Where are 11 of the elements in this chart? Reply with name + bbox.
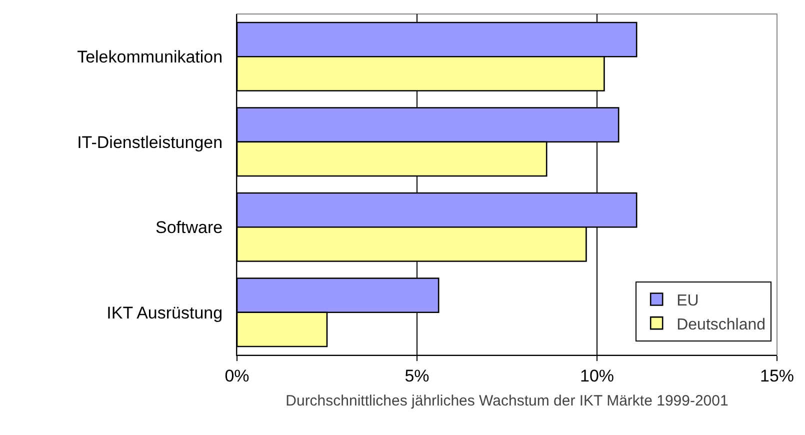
legend-label: EU (676, 292, 699, 310)
x-tick-label: 0% (224, 366, 250, 386)
x-tick-label: 10% (580, 366, 614, 386)
x-axis-title: Durchschnittliches jährliches Wachstum der IKT Märkte 1999-2001 (286, 392, 728, 410)
y-tick-label: Telekommunikation (77, 48, 223, 67)
y-tick-label: IKT Ausrüstung (106, 303, 223, 322)
x-tick-label: 5% (404, 366, 430, 386)
legend-label: Deutschland (676, 316, 766, 334)
y-tick-label: IT-Dienstleistungen (77, 132, 223, 152)
y-tick-label: Software (156, 218, 223, 238)
x-tick-label: 15% (760, 366, 794, 386)
